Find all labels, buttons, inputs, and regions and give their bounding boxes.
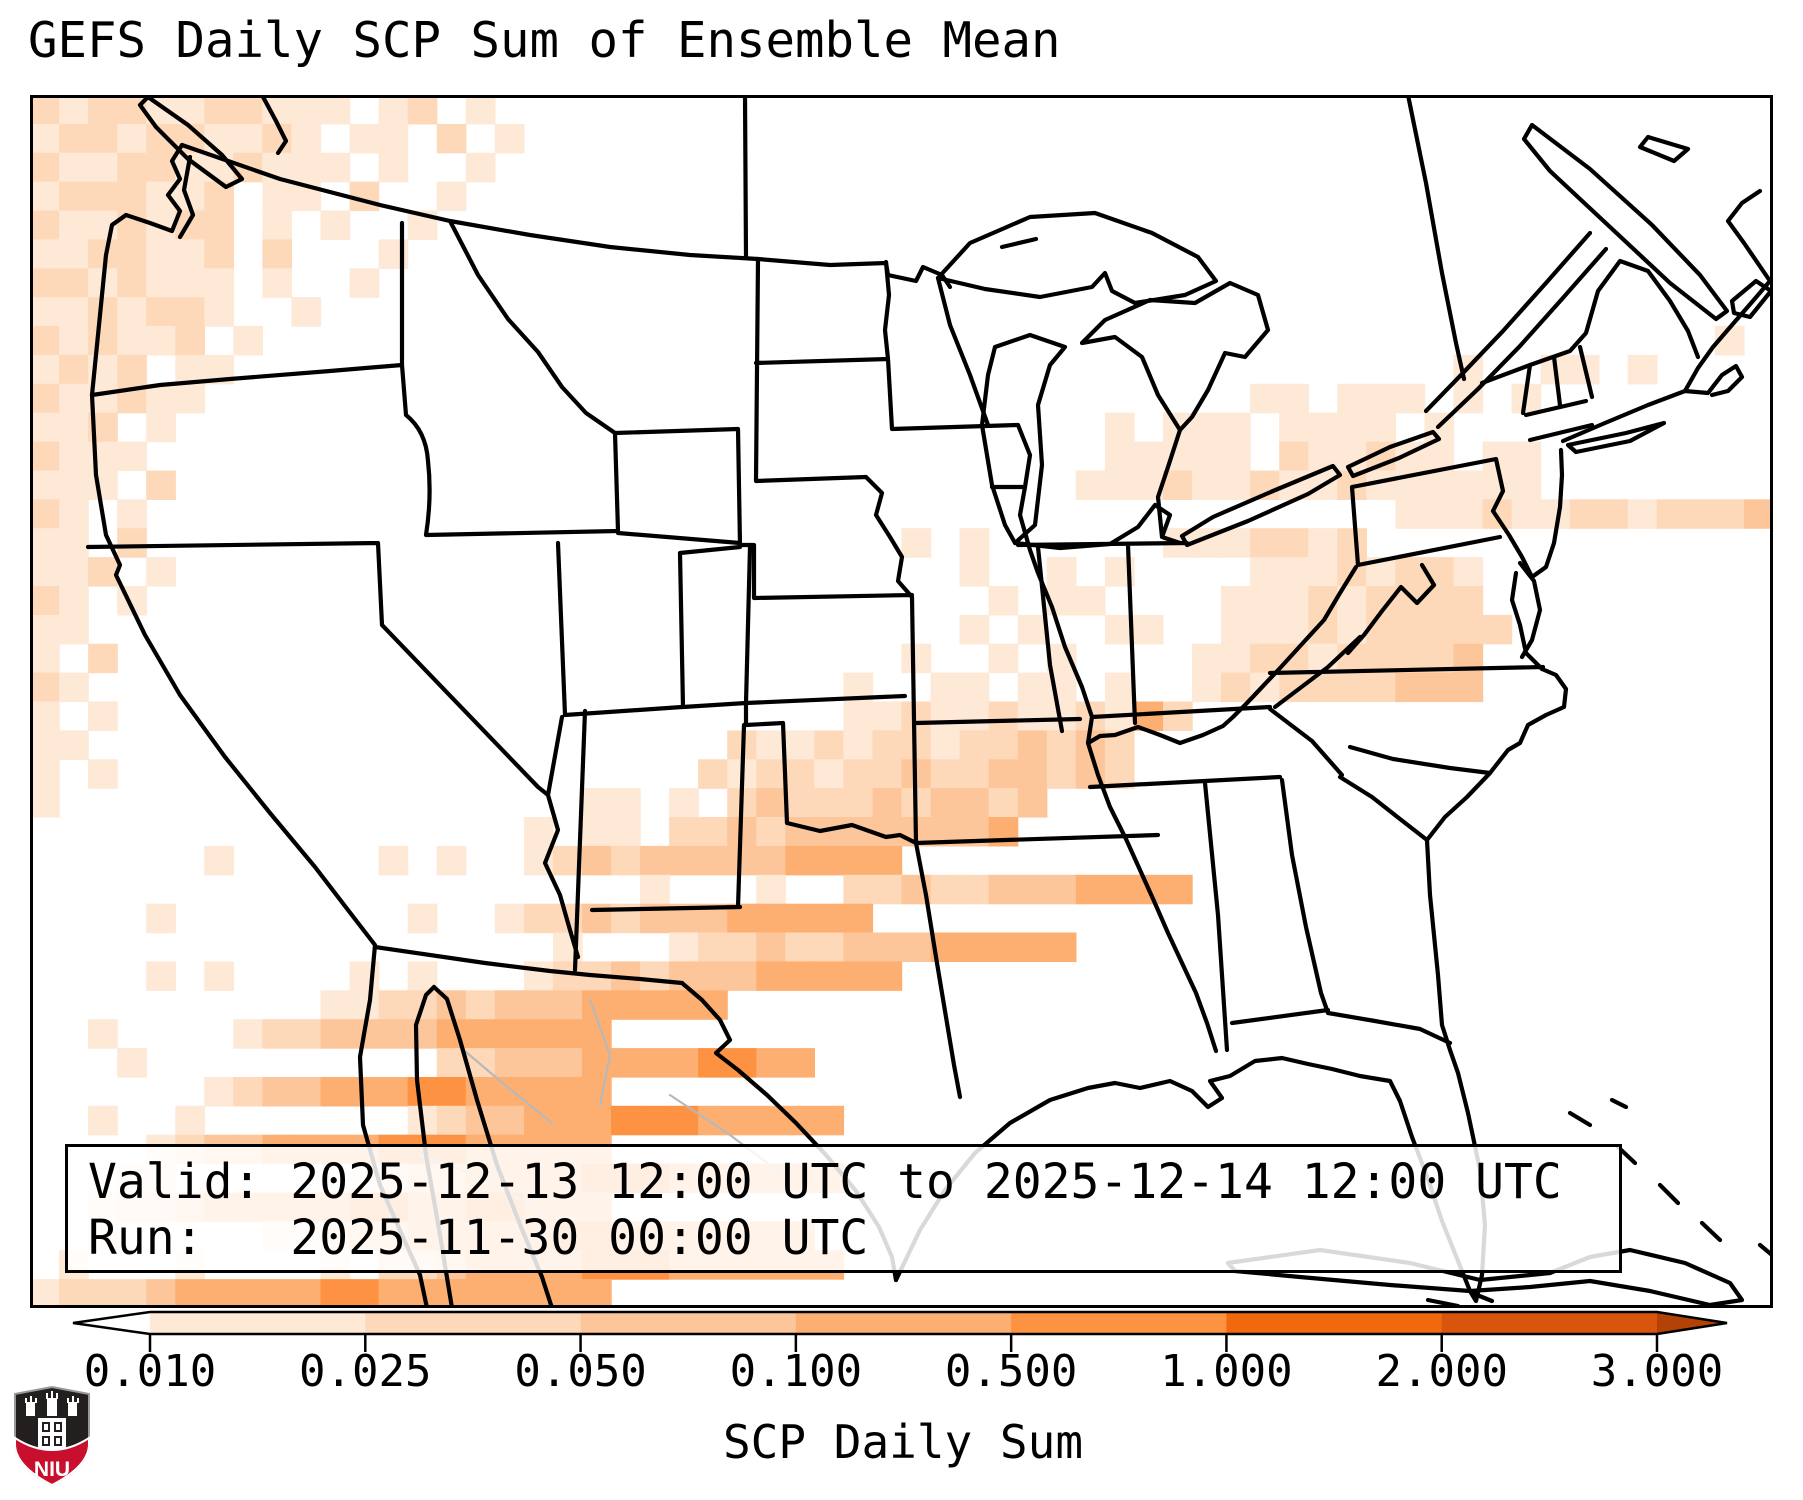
state-borders-plains	[612, 256, 1161, 1100]
coastline-pacific	[89, 142, 430, 1308]
coastline-new-england	[1560, 188, 1773, 444]
colorbar-ticks	[148, 1334, 1659, 1352]
state-borders-northeast	[1345, 344, 1595, 656]
niu-castle-icon	[25, 1391, 79, 1450]
colorbar-tick-label: 3.000	[1591, 1346, 1723, 1397]
coastline-puget-sound	[177, 154, 196, 240]
us-mexico-border	[372, 944, 685, 986]
colorbar-tick-label: 0.100	[730, 1346, 862, 1397]
michigan-mitt	[1012, 427, 1183, 551]
niu-logo-text: NIU	[34, 1458, 70, 1481]
lake-michigan	[979, 332, 1068, 546]
state-borders-west	[85, 218, 753, 973]
colorbar: 0.010 0.025 0.050 0.100 0.500 1.000 2.000 3.000	[72, 1310, 1728, 1397]
colorbar-tick-label: 0.050	[514, 1346, 646, 1397]
colorbar-tick-label: 2.000	[1375, 1346, 1507, 1397]
colorbar-tick-labels: 0.010 0.025 0.050 0.100 0.500 1.000 2.000 3.000	[84, 1346, 1723, 1397]
map-frame	[30, 95, 1773, 1308]
nova-scotia	[1521, 122, 1773, 322]
valid-line: Valid: 2025-12-13 12:00 UTC to 2025-12-1…	[88, 1154, 1562, 1210]
vancouver-island	[137, 95, 289, 190]
canada-provinces	[742, 95, 1467, 382]
ohio-river-borders	[1085, 564, 1359, 746]
figure-title: GEFS Daily SCP Sum of Ensemble Mean	[28, 12, 1061, 69]
map-canvas	[30, 95, 1773, 1308]
colorbar-tick-label: 0.025	[299, 1346, 431, 1397]
long-island	[1565, 420, 1667, 455]
valid-run-annotation: Valid: 2025-12-13 12:00 UTC to 2025-12-1…	[65, 1144, 1622, 1273]
state-borders-midwest	[935, 275, 1190, 734]
st-lawrence-river	[1423, 230, 1609, 430]
lake-erie	[1179, 463, 1343, 548]
run-line: Run: 2025-11-30 00:00 UTC	[88, 1210, 869, 1266]
lake-superior	[935, 210, 1219, 306]
colorbar-tick-label: 0.010	[84, 1346, 216, 1397]
state-borders-south	[1087, 634, 1546, 1053]
bahamas-keys	[1425, 1097, 1773, 1308]
colorbar-body	[72, 1310, 1728, 1336]
cape-cod	[1682, 363, 1745, 398]
colorbar-tick-label: 1.000	[1160, 1346, 1292, 1397]
colorbar-tick-label: 0.500	[945, 1346, 1077, 1397]
niu-logo: NIU	[14, 1386, 90, 1487]
lake-ontario	[1345, 429, 1442, 479]
coastline-midatlantic	[1529, 447, 1565, 580]
colorbar-axis-label: SCP Daily Sum	[722, 1415, 1084, 1469]
niu-red-band	[14, 1436, 90, 1487]
lake-huron	[1079, 280, 1271, 433]
chesapeake-bay	[1509, 560, 1545, 672]
canada-border-east	[1479, 258, 1701, 386]
cuba	[1225, 1247, 1745, 1308]
